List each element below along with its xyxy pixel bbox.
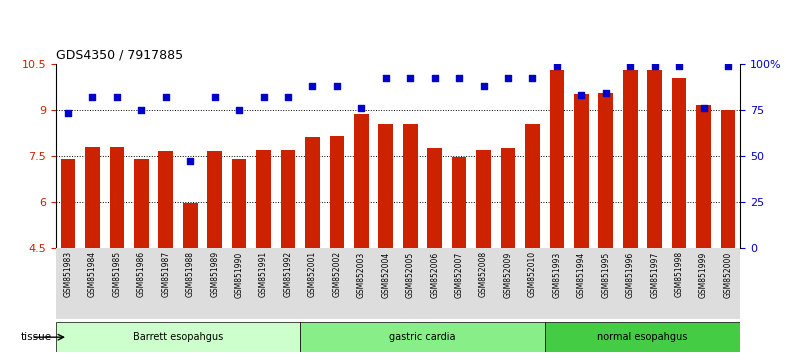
Text: gastric cardia: gastric cardia — [389, 332, 455, 342]
Bar — [207, 151, 222, 248]
Point — [501, 76, 514, 81]
Bar — [56, 322, 300, 352]
Bar — [623, 70, 638, 248]
Text: GDS4350 / 7917885: GDS4350 / 7917885 — [56, 48, 183, 61]
Bar — [60, 159, 76, 248]
Bar — [501, 148, 515, 248]
Bar — [672, 78, 686, 248]
Text: GSM851996: GSM851996 — [626, 251, 634, 298]
Point — [722, 63, 735, 68]
Text: GSM851988: GSM851988 — [185, 251, 195, 297]
Point — [477, 83, 490, 88]
Point — [159, 94, 172, 100]
Bar — [134, 159, 149, 248]
Bar — [158, 151, 173, 248]
Bar — [544, 322, 740, 352]
Text: GSM851992: GSM851992 — [283, 251, 292, 297]
Point — [648, 63, 661, 68]
Text: GSM851984: GSM851984 — [88, 251, 97, 297]
Point — [624, 63, 637, 68]
Text: GSM851987: GSM851987 — [162, 251, 170, 297]
Point — [257, 94, 270, 100]
Text: GSM851994: GSM851994 — [577, 251, 586, 298]
Point — [697, 105, 710, 111]
Bar — [56, 248, 740, 319]
Point — [453, 76, 466, 81]
Point — [673, 63, 685, 68]
Bar — [720, 110, 736, 248]
Point — [306, 83, 318, 88]
Bar — [574, 95, 589, 248]
Text: normal esopahgus: normal esopahgus — [597, 332, 688, 342]
Text: GSM852006: GSM852006 — [430, 251, 439, 298]
Point — [551, 63, 564, 68]
Point — [282, 94, 295, 100]
Bar — [110, 147, 124, 248]
Text: GSM852003: GSM852003 — [357, 251, 366, 298]
Text: Barrett esopahgus: Barrett esopahgus — [133, 332, 223, 342]
Bar — [476, 150, 491, 248]
Bar — [403, 124, 418, 248]
Point — [355, 105, 368, 111]
Text: GSM851991: GSM851991 — [259, 251, 268, 297]
Bar — [599, 93, 613, 248]
Point — [111, 94, 123, 100]
Point — [135, 107, 148, 113]
Bar — [300, 322, 544, 352]
Text: GSM851983: GSM851983 — [64, 251, 72, 297]
Text: GSM852009: GSM852009 — [504, 251, 513, 298]
Point — [86, 94, 99, 100]
Point — [380, 76, 392, 81]
Text: GSM852000: GSM852000 — [724, 251, 732, 298]
Bar — [330, 136, 344, 248]
Bar — [305, 137, 320, 248]
Bar — [525, 124, 540, 248]
Text: GSM851999: GSM851999 — [699, 251, 708, 298]
Bar — [183, 203, 197, 248]
Text: GSM851989: GSM851989 — [210, 251, 219, 297]
Text: GSM852001: GSM852001 — [308, 251, 317, 297]
Bar — [378, 124, 393, 248]
Point — [526, 76, 539, 81]
Point — [209, 94, 221, 100]
Bar — [281, 150, 295, 248]
Point — [599, 90, 612, 96]
Bar — [452, 157, 466, 248]
Text: GSM851990: GSM851990 — [235, 251, 244, 298]
Point — [404, 76, 416, 81]
Point — [184, 159, 197, 164]
Bar — [354, 114, 369, 248]
Point — [575, 92, 587, 98]
Text: GSM851986: GSM851986 — [137, 251, 146, 297]
Text: GSM851993: GSM851993 — [552, 251, 561, 298]
Text: GSM852008: GSM852008 — [479, 251, 488, 297]
Text: GSM851998: GSM851998 — [675, 251, 684, 297]
Text: GSM852005: GSM852005 — [406, 251, 415, 298]
Point — [232, 107, 245, 113]
Bar — [696, 105, 711, 248]
Bar — [647, 70, 662, 248]
Text: GSM851985: GSM851985 — [112, 251, 121, 297]
Text: GSM851995: GSM851995 — [601, 251, 611, 298]
Bar — [549, 70, 564, 248]
Bar — [427, 148, 442, 248]
Text: GSM852007: GSM852007 — [455, 251, 463, 298]
Bar — [85, 147, 100, 248]
Point — [61, 110, 74, 116]
Text: GSM852010: GSM852010 — [528, 251, 537, 297]
Bar — [256, 150, 271, 248]
Text: GSM852004: GSM852004 — [381, 251, 390, 298]
Point — [428, 76, 441, 81]
Text: GSM852002: GSM852002 — [333, 251, 341, 297]
Bar — [232, 159, 247, 248]
Text: tissue: tissue — [21, 332, 52, 342]
Text: GSM851997: GSM851997 — [650, 251, 659, 298]
Point — [330, 83, 343, 88]
